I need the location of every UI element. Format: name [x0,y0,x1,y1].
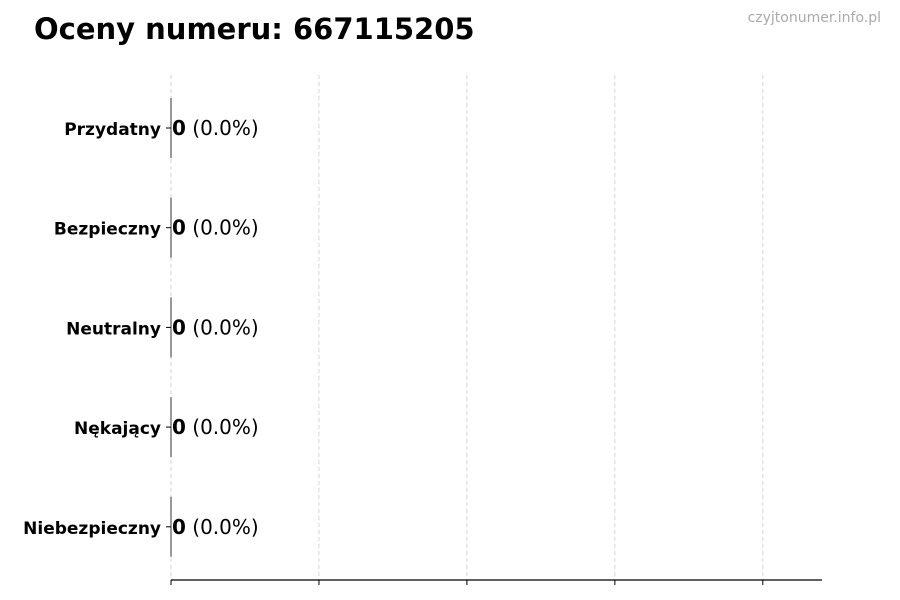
data-label-percent: (0.0%) [186,515,259,539]
data-label-value: 0 [172,415,186,439]
data-label-value: 0 [172,315,186,339]
data-label: 0 (0.0%) [172,116,259,140]
chart-title: Oceny numeru: 667115205 [34,12,475,46]
data-label-value: 0 [172,515,186,539]
data-label-value: 0 [172,116,186,140]
y-tick-label: Niebezpieczny [23,519,161,539]
data-label-percent: (0.0%) [186,216,259,240]
y-tick-label: Nękający [74,419,161,439]
data-label-percent: (0.0%) [186,315,259,339]
data-label: 0 (0.0%) [172,216,259,240]
data-label: 0 (0.0%) [172,515,259,539]
data-label-value: 0 [172,216,186,240]
y-tick-label: Przydatny [64,120,161,140]
data-label: 0 (0.0%) [172,415,259,439]
data-label-percent: (0.0%) [186,116,259,140]
watermark: czyjtonumer.info.pl [747,10,881,26]
y-tick-label: Bezpieczny [54,220,161,240]
y-tick-label: Neutralny [66,319,161,339]
data-label-percent: (0.0%) [186,415,259,439]
data-label: 0 (0.0%) [172,315,259,339]
